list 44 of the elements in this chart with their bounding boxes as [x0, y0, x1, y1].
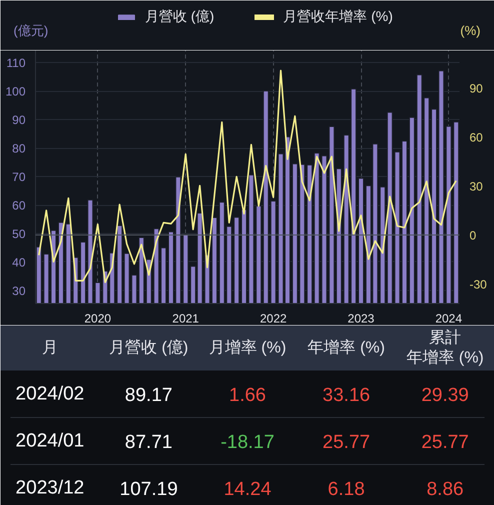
category-label: 累計年增率 (%) — [406, 328, 484, 366]
series-label: 2024/02 — [16, 384, 84, 404]
y-tick-label: 40 — [12, 255, 26, 270]
x-tick-label: 2020 — [84, 312, 112, 326]
x-tick-label: 2023 — [348, 312, 375, 326]
data-label: 107.19 — [120, 479, 178, 500]
data-label: -18.17 — [220, 432, 274, 453]
data-label: 29.39 — [421, 385, 469, 406]
y-tick-label: 50 — [12, 226, 26, 241]
data-label: 25.77 — [421, 432, 469, 453]
text: 2024/01 — [16, 430, 84, 452]
data-label: 6.18 — [328, 479, 365, 500]
text: 月 — [42, 340, 58, 356]
category-label: 年增率 (%) — [308, 338, 385, 356]
legend-label: 月營收 (億) — [145, 8, 214, 26]
y-tick-label: 80 — [12, 142, 26, 156]
y-axis-title: (億元) — [14, 23, 48, 38]
y-tick-label: 60 — [12, 198, 26, 213]
text: 2023/12 — [16, 478, 84, 498]
data-label: 1.66 — [229, 385, 266, 406]
y-tick-label: 90 — [12, 113, 26, 128]
data-label: 8.86 — [426, 479, 464, 500]
x-tick-label: 2022 — [260, 312, 287, 326]
legend-label: 月營收年增率 (%) — [283, 8, 393, 26]
y-tick-label: 100 — [5, 84, 26, 99]
y-tick-label: 110 — [6, 56, 26, 70]
category-label: 月增率 (%) — [208, 338, 286, 356]
y2-tick-label: 0 — [470, 228, 476, 242]
category-label: 月營收 (億) — [109, 338, 188, 356]
data-label: 33.16 — [322, 385, 370, 406]
y-tick-label: 30 — [12, 284, 26, 298]
y2-tick-label: 90 — [470, 82, 484, 96]
data-label: 25.77 — [322, 432, 370, 453]
y2-tick-label: -30 — [470, 277, 488, 292]
data-label: 89.17 — [124, 385, 172, 406]
y2-tick-label: 30 — [470, 179, 484, 194]
y-tick-label: 70 — [12, 170, 26, 184]
y2-axis-title: (%) — [460, 23, 480, 38]
data-label: 14.24 — [224, 479, 272, 500]
y2-tick-label: 60 — [470, 130, 484, 145]
line-series — [38, 70, 457, 284]
x-tick-label: 2021 — [172, 312, 200, 326]
x-tick-label: 2024 — [435, 312, 462, 326]
data-label: 87.71 — [124, 432, 172, 453]
